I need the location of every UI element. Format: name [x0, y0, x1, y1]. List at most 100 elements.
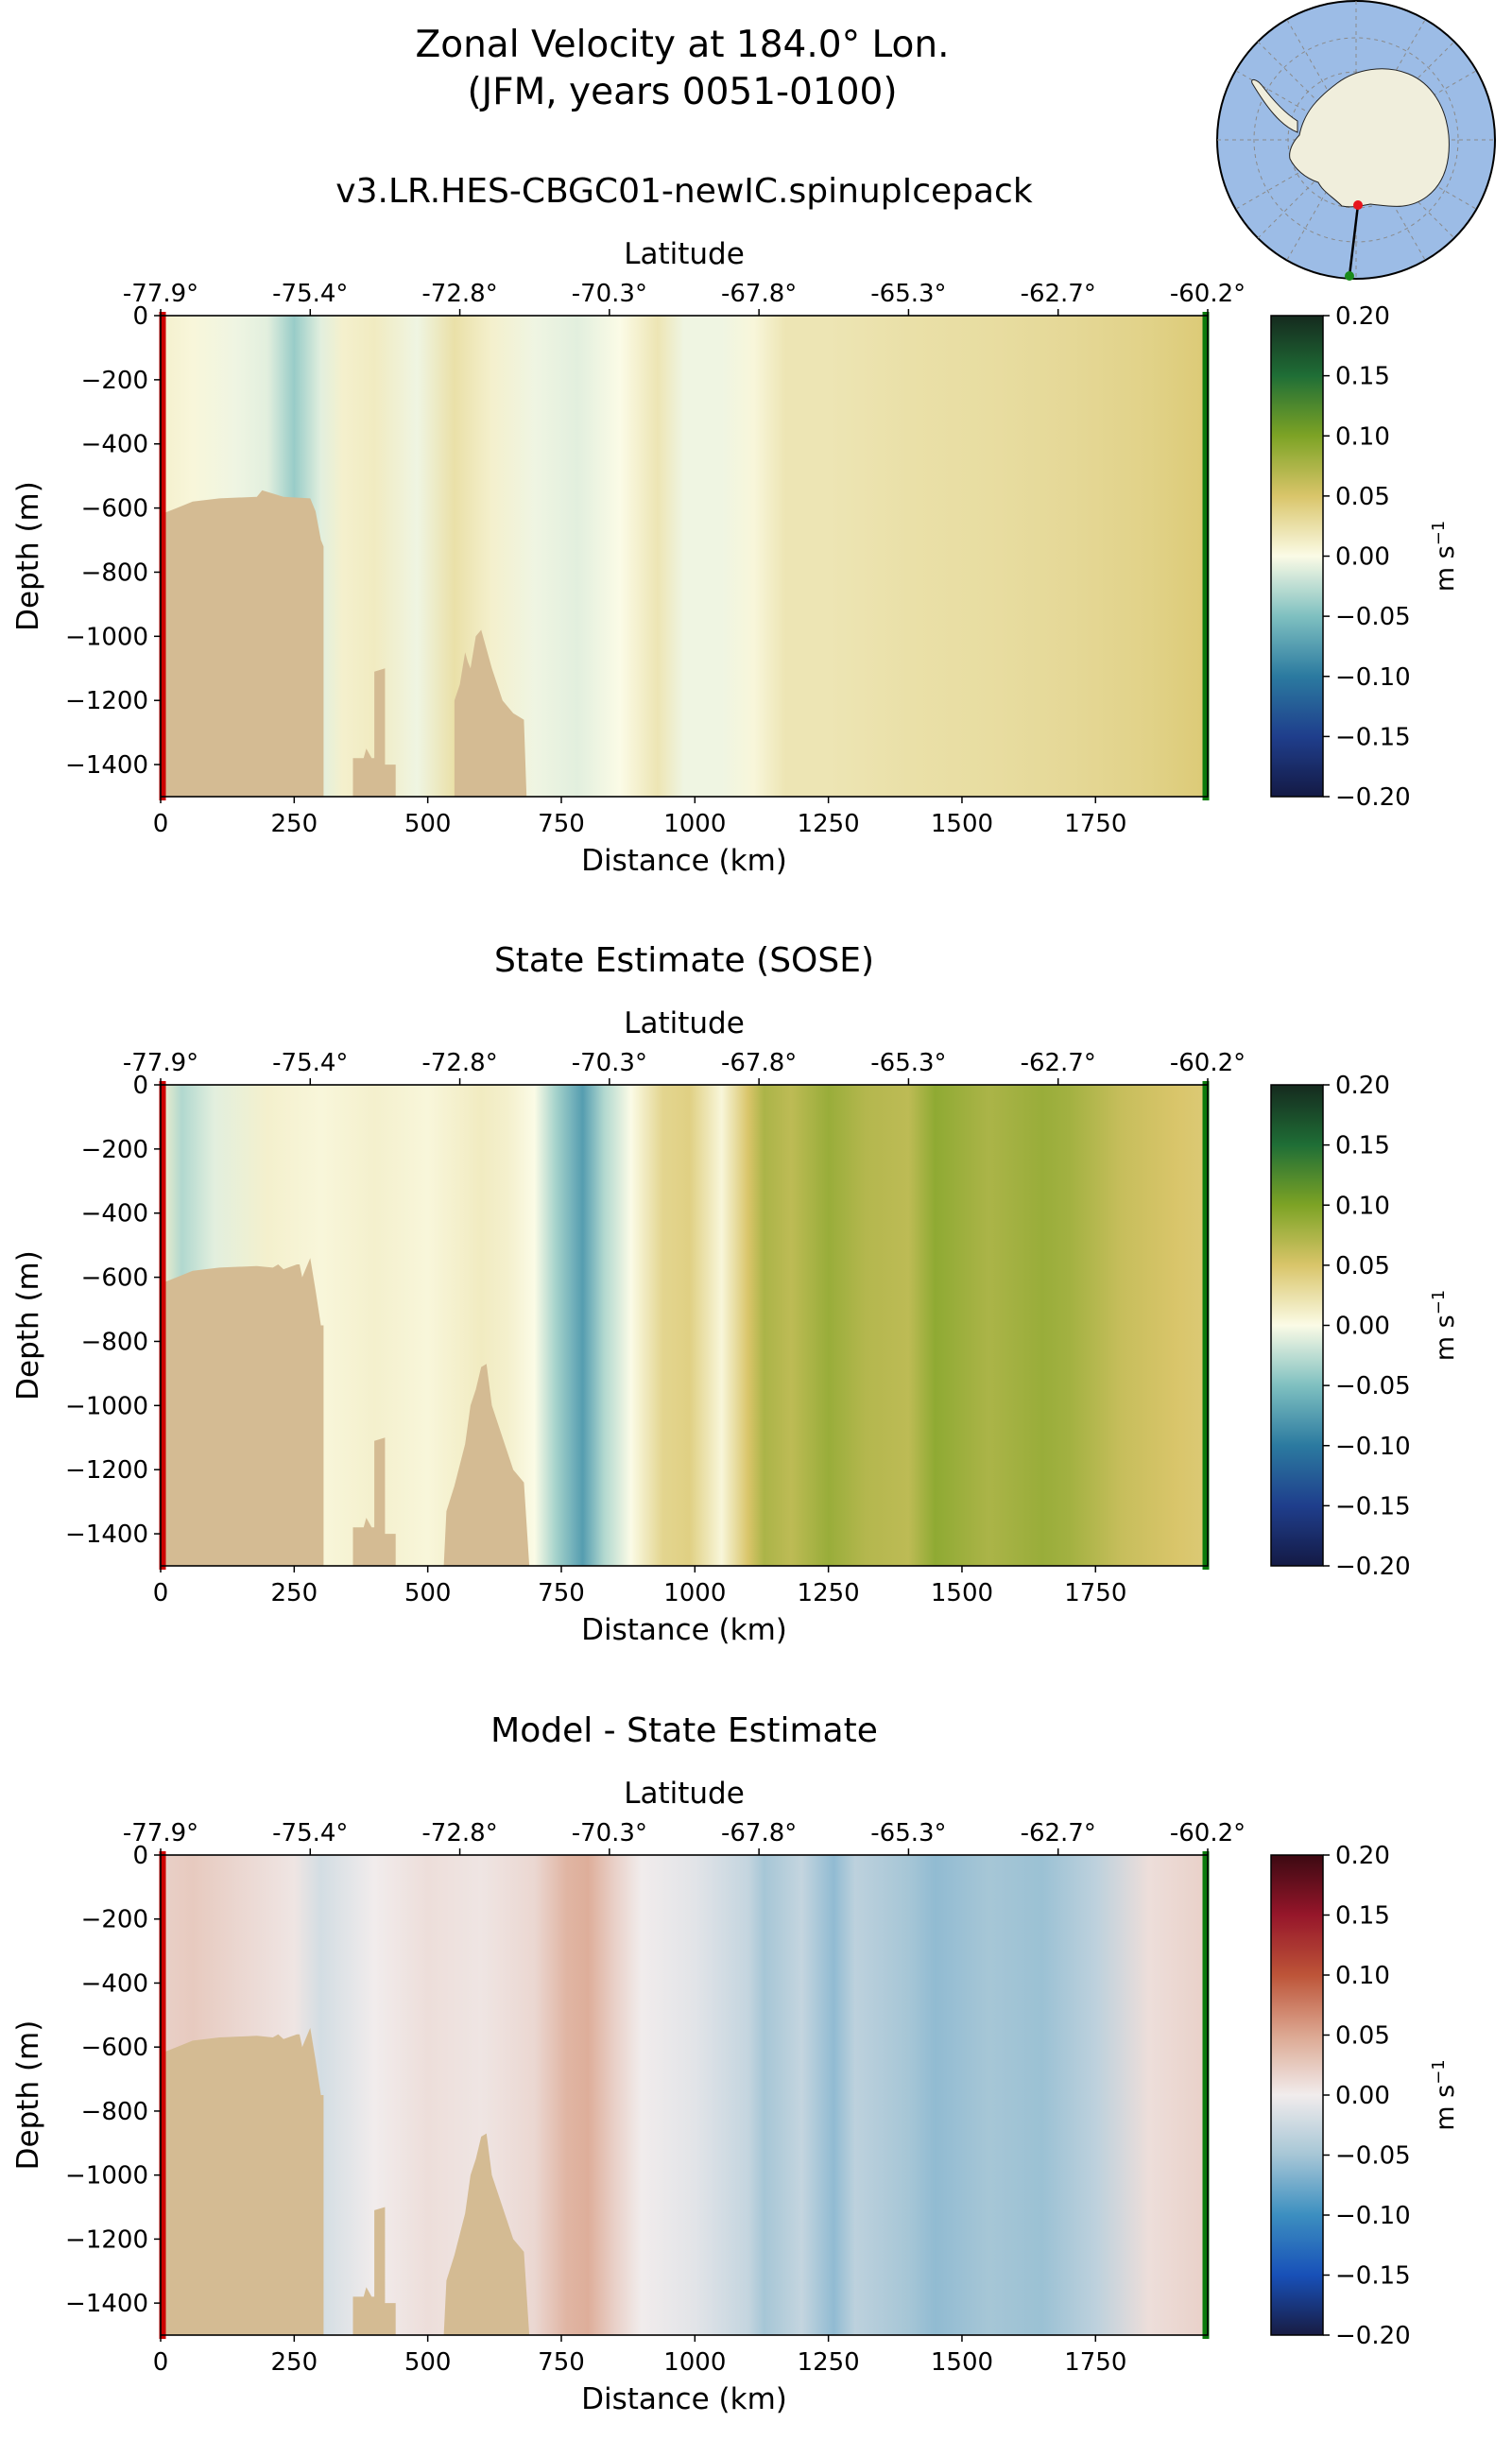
top-axis-label: Latitude	[624, 1777, 745, 1811]
y-tick-label: −600	[81, 495, 148, 524]
bathymetry-2	[352, 668, 396, 797]
colorbar-unit: m s	[1431, 545, 1460, 592]
colorbar-tick-label: 0.05	[1335, 1252, 1390, 1280]
lat-tick-label: -75.4°	[272, 1819, 348, 1847]
lat-tick-label: -65.3°	[870, 1049, 946, 1077]
top-axis-label: Latitude	[624, 1006, 745, 1040]
y-tick-label: −1400	[65, 751, 148, 780]
y-tick-label: −1200	[65, 1456, 148, 1485]
lat-tick-label: -77.9°	[123, 280, 198, 308]
y-tick-label: −400	[81, 1200, 148, 1228]
lat-tick-label: -77.9°	[123, 1819, 198, 1847]
axes-frame	[160, 315, 1209, 798]
lat-tick-label: -75.4°	[272, 280, 348, 308]
velocity-field	[161, 316, 1208, 797]
colorbar	[1270, 1084, 1324, 1567]
y-tick-label: −1200	[65, 2225, 148, 2254]
inset-end-marker	[1345, 271, 1354, 281]
axes-frame	[160, 1084, 1209, 1567]
colorbar-tick-label: 0.05	[1335, 2022, 1390, 2051]
antarctica-polar-map-icon	[1216, 0, 1496, 281]
y-tick-label: 0	[132, 302, 148, 331]
y-tick-label: −1000	[65, 1392, 148, 1420]
colorbar-tick-label: 0.20	[1335, 1842, 1390, 1870]
y-tick-label: −800	[81, 1328, 148, 1356]
colorbar-tick-label: −0.20	[1335, 2322, 1411, 2350]
panel-title: v3.LR.HES-CBGC01-newIC.spinupIcepack	[335, 172, 1033, 211]
y-axis-label: Depth (m)	[11, 481, 45, 631]
x-tick-label: 500	[404, 810, 452, 838]
colorbar-unit: m s	[1431, 1314, 1460, 1361]
y-tick-label: −400	[81, 1969, 148, 1998]
colorbar-label: m s−1	[1429, 1290, 1460, 1362]
colorbar-tick-label: 0.15	[1335, 1902, 1390, 1931]
velocity-field	[161, 1085, 1208, 1566]
colorbar	[1270, 315, 1324, 798]
x-tick-label: 500	[404, 2348, 452, 2377]
colorbar-unit-exponent: −1	[1429, 2059, 1449, 2085]
lat-tick-label: -65.3°	[870, 1819, 946, 1847]
lat-tick-label: -60.2°	[1170, 1049, 1246, 1077]
y-tick-label: −200	[81, 1136, 148, 1164]
lat-tick-label: -65.3°	[870, 280, 946, 308]
bathymetry-3	[454, 629, 527, 797]
y-axis-label: Depth (m)	[11, 1250, 45, 1400]
panel-1: v3.LR.HES-CBGC01-newIC.spinupIcepack 0 250…	[11, 172, 1460, 878]
panel-title: Model - State Estimate	[490, 1711, 878, 1750]
y-tick-label: −1200	[65, 687, 148, 715]
panel-3: Model - State Estimate 0 250 500 750 1000 1250…	[11, 1711, 1460, 2416]
x-tick-label: 750	[538, 2348, 585, 2377]
y-tick-label: −600	[81, 1264, 148, 1293]
lat-tick-label: -67.8°	[721, 1049, 797, 1077]
x-tick-label: 250	[271, 2348, 318, 2377]
colorbar-tick-label: −0.10	[1335, 2202, 1411, 2230]
y-tick-label: −600	[81, 2034, 148, 2062]
y-axis-label: Depth (m)	[11, 2020, 45, 2171]
bathymetry-1	[161, 490, 324, 797]
colorbar-tick-label: −0.10	[1335, 1433, 1411, 1461]
inset-antarctica-land	[1251, 68, 1450, 208]
y-tick-label: −1400	[65, 2290, 148, 2318]
x-tick-label: 750	[538, 1579, 585, 1607]
x-tick-label: 250	[271, 1579, 318, 1607]
bathymetry-3	[443, 2133, 530, 2335]
x-tick-label: 0	[153, 1579, 169, 1607]
lat-tick-label: -60.2°	[1170, 1819, 1246, 1847]
x-tick-label: 1500	[931, 2348, 993, 2377]
lat-tick-label: -67.8°	[721, 280, 797, 308]
bathymetry-1	[161, 1258, 324, 1566]
colorbar-tick-label: −0.05	[1335, 603, 1411, 631]
colorbar-tick-label: 0.00	[1335, 543, 1390, 572]
x-tick-label: 1500	[931, 1579, 993, 1607]
colorbar-tick-label: −0.15	[1335, 1492, 1411, 1521]
x-tick-label: 1750	[1064, 2348, 1126, 2377]
colorbar-tick-label: 0.00	[1335, 2082, 1390, 2110]
colorbar-tick-label: 0.20	[1335, 302, 1390, 331]
y-tick-label: −800	[81, 558, 148, 587]
colorbar-tick-label: −0.20	[1335, 783, 1411, 812]
x-tick-label: 500	[404, 1579, 452, 1607]
lat-tick-label: -72.8°	[421, 1819, 497, 1847]
x-tick-label: 1250	[798, 2348, 860, 2377]
lat-tick-label: -77.9°	[123, 1049, 198, 1077]
y-tick-label: −200	[81, 1906, 148, 1934]
x-tick-label: 750	[538, 810, 585, 838]
colorbar-tick-label: −0.20	[1335, 1553, 1411, 1581]
colorbar-tick-label: −0.10	[1335, 663, 1411, 692]
colorbar-tick-label: 0.10	[1335, 1192, 1390, 1220]
colorbar-unit-exponent: −1	[1429, 1290, 1449, 1315]
colorbar-tick-label: −0.05	[1335, 2142, 1411, 2171]
colorbar-unit-exponent: −1	[1429, 521, 1449, 546]
bathymetry-2	[352, 2207, 396, 2335]
x-tick-label: 1500	[931, 810, 993, 838]
colorbar-tick-label: −0.15	[1335, 2262, 1411, 2291]
x-axis-label: Distance (km)	[581, 2382, 787, 2416]
figure-title-line2: (JFM, years 0051-0100)	[467, 71, 897, 113]
bathymetry-1	[161, 2027, 324, 2335]
y-tick-label: 0	[132, 1842, 148, 1870]
colorbar-tick-label: 0.05	[1335, 483, 1390, 511]
bathymetry-3	[443, 1364, 530, 1566]
inset-start-marker	[1353, 200, 1363, 210]
colorbar-label: m s−1	[1429, 2059, 1460, 2131]
